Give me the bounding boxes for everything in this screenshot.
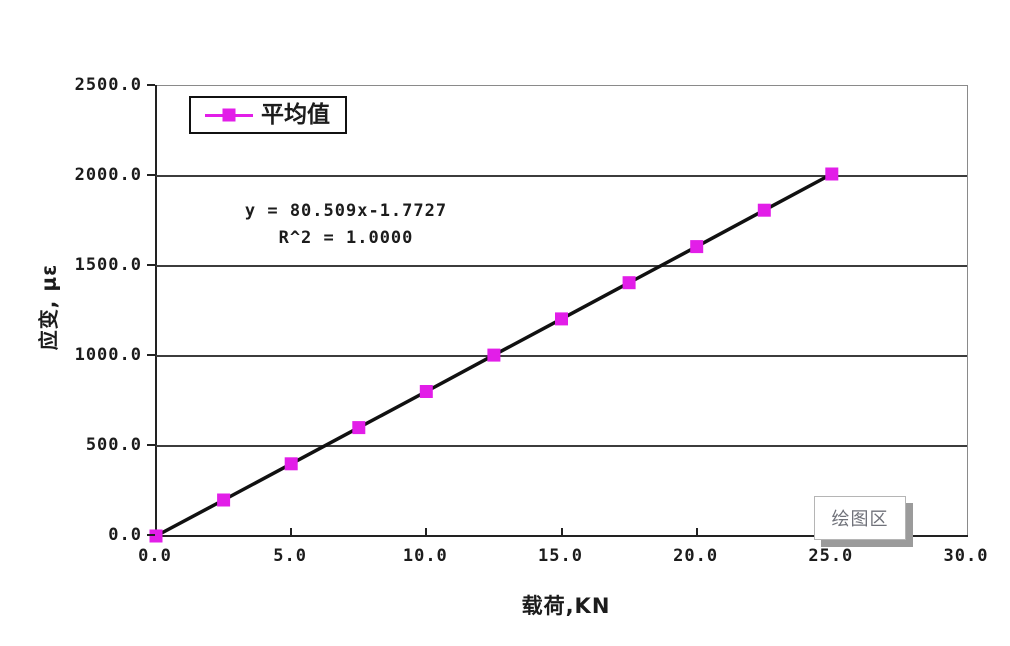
y-tick-label: 500.0 xyxy=(85,435,142,455)
data-point-marker[interactable] xyxy=(690,240,704,254)
y-tick-label: 1000.0 xyxy=(74,345,142,365)
y-tick-label: 2500.0 xyxy=(74,75,142,95)
y-axis-line xyxy=(155,85,157,537)
data-point-marker[interactable] xyxy=(149,529,163,543)
data-point-marker[interactable] xyxy=(825,167,839,181)
legend[interactable]: 平均值 xyxy=(189,96,347,134)
y-axis-tick xyxy=(147,84,155,86)
y-axis-tick xyxy=(147,354,155,356)
series-layer xyxy=(149,167,839,543)
x-tick-label: 20.0 xyxy=(673,546,719,566)
plot-area-tooltip: 绘图区 xyxy=(814,496,906,540)
data-point-marker[interactable] xyxy=(555,312,568,326)
x-tick-label: 30.0 xyxy=(943,546,989,566)
x-axis-title: 载荷,KN xyxy=(521,594,611,618)
x-axis-tick xyxy=(560,528,563,536)
x-tick-label: 10.0 xyxy=(402,546,448,566)
x-tick-label: 25.0 xyxy=(808,546,854,566)
y-axis-tick xyxy=(147,534,155,536)
data-point-marker[interactable] xyxy=(757,203,771,217)
gridline-y-500 xyxy=(156,445,967,447)
data-point-marker[interactable] xyxy=(284,457,298,471)
x-axis-line xyxy=(155,535,968,537)
x-axis-tick xyxy=(695,528,698,536)
y-tick-label: 2000.0 xyxy=(74,165,142,185)
y-tick-label: 1500.0 xyxy=(74,255,142,275)
gridline-y-2000 xyxy=(156,175,967,177)
legend-series-line xyxy=(205,108,253,122)
y-tick-label: 0.0 xyxy=(108,525,142,545)
gridline-y-1000 xyxy=(156,355,967,357)
x-tick-label: 15.0 xyxy=(538,546,583,566)
trendline-equation: y = 80.509x-1.7727 R^2 = 1.0000 xyxy=(186,198,506,252)
trendline-r2-line: R^2 = 1.0000 xyxy=(278,228,414,248)
y-axis-tick xyxy=(147,174,155,176)
trendline-equation-line1: y = 80.509x-1.7727 xyxy=(244,201,448,221)
data-point-marker[interactable] xyxy=(487,348,501,362)
data-point-marker[interactable] xyxy=(622,276,636,290)
gridline-y-1500 xyxy=(156,265,967,267)
y-axis-tick xyxy=(147,444,155,446)
legend-series-label: 平均值 xyxy=(261,101,330,128)
x-tick-label: 5.0 xyxy=(273,546,308,566)
plot-area[interactable]: y = 80.509x-1.7727 R^2 = 1.0000 平均值 xyxy=(149,85,968,543)
x-axis-tick xyxy=(425,528,428,536)
data-point-marker[interactable] xyxy=(352,421,366,435)
data-point-marker[interactable] xyxy=(419,385,433,398)
data-point-marker[interactable] xyxy=(217,493,231,507)
y-axis-title: 应变, με xyxy=(36,263,61,351)
x-tick-label: 0.0 xyxy=(138,546,172,566)
legend-series-marker-icon xyxy=(222,108,236,122)
y-axis-tick xyxy=(147,264,155,266)
x-axis-tick xyxy=(290,528,293,536)
